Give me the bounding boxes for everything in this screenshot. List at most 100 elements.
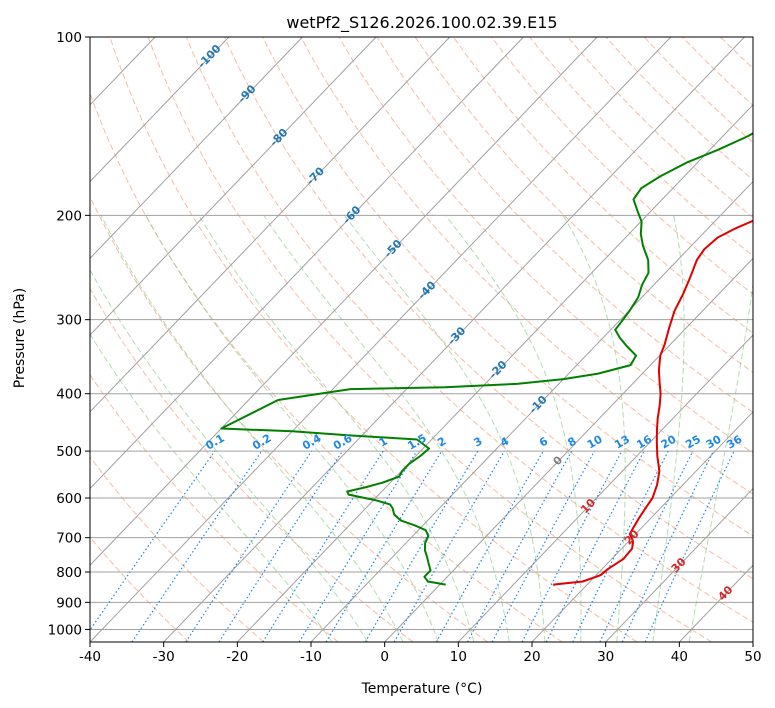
chart-title: wetPf2_S126.2026.100.02.39.E15 (286, 13, 557, 33)
data-lines (220, 132, 753, 586)
mixing-ratio-label: 16 (634, 432, 654, 451)
mixing-ratio-line (621, 450, 714, 642)
moist-adiabat-line (145, 215, 439, 642)
x-tick-label: 20 (523, 649, 540, 665)
moist-adiabat-line (90, 268, 369, 642)
moist-adiabat-line (652, 215, 685, 642)
dewpoint-profile (220, 132, 753, 586)
y-tick-label: 500 (56, 444, 82, 460)
y-tick-label: 800 (56, 565, 82, 581)
mixing-ratio-label: 25 (683, 433, 703, 452)
dry-adiabat-line (491, 37, 753, 295)
y-tick-label: 900 (56, 595, 82, 611)
isotherm-line (236, 104, 753, 642)
isotherm-line (531, 411, 753, 642)
moist-adiabat-line (688, 280, 753, 642)
isotherm-line (90, 37, 303, 260)
dry-adiabat-line (147, 37, 712, 642)
x-tick-label: -30 (153, 649, 175, 665)
y-tick-label: 1000 (48, 622, 82, 638)
mixing-ratio-line (572, 450, 669, 642)
x-tick-label: -40 (79, 649, 101, 665)
y-tick-label: 100 (56, 30, 82, 46)
moist-adiabat-line (100, 215, 404, 642)
isotherm-line (457, 334, 753, 642)
dry-adiabat-line (300, 37, 753, 495)
dry-adiabat-line (109, 37, 638, 642)
mixing-ratio-line (545, 450, 645, 642)
isotherm-line (310, 180, 753, 642)
mixing-ratio-line (298, 450, 418, 642)
dry-adiabat-line (90, 287, 414, 642)
isotherm-line (90, 37, 230, 183)
isotherm-line (90, 37, 451, 413)
mixing-ratio-label: 3 (471, 435, 484, 450)
dry-adiabat-line (90, 536, 190, 642)
mixing-ratio-line (262, 450, 384, 642)
x-tick-label: 10 (450, 649, 467, 665)
x-tick-label: 50 (744, 649, 761, 665)
dry-adiabat-line (90, 195, 488, 642)
dry-adiabat-line (681, 37, 753, 106)
y-axis-label: Pressure (hPa) (12, 288, 28, 388)
background-lines (0, 37, 775, 642)
moist-adiabat-line (344, 215, 546, 642)
isotherm-line (163, 37, 745, 642)
isotherm-line (90, 37, 672, 642)
isotherm-line (0, 37, 8, 642)
x-tick-label: 0 (380, 649, 389, 665)
y-tick-label: 300 (56, 313, 82, 329)
mixing-ratio-label: 6 (537, 434, 550, 449)
dry-adiabat-line (720, 37, 753, 70)
dry-adiabat-line (567, 37, 753, 219)
moist-adiabat-line (263, 215, 510, 642)
mixing-ratio-label: 30 (704, 432, 724, 451)
moist-adiabat-line (198, 215, 475, 642)
mixing-ratio-label: 4 (498, 434, 511, 449)
mixing-ratio-label: 10 (585, 432, 605, 451)
mixing-ratio-label: 1.5 (405, 432, 428, 453)
mixing-ratio-line (90, 450, 216, 632)
mixing-ratio-label: 20 (659, 432, 679, 451)
x-tick-label: 40 (671, 649, 688, 665)
mixing-ratio-line (218, 450, 343, 642)
dry-adiabat-line (452, 37, 753, 334)
dry-adiabat-line (185, 37, 753, 623)
moist-adiabat-line (445, 214, 582, 642)
mixing-ratio-label: 0.1 (203, 432, 226, 453)
mixing-ratio-label: 2 (435, 435, 448, 450)
mixing-ratio-line (325, 450, 443, 642)
plot-frame (89, 36, 754, 643)
isotherm-line (605, 487, 753, 642)
x-tick-label: -20 (226, 649, 248, 665)
x-tick-label: -10 (300, 649, 322, 665)
isotherm-line (384, 257, 753, 642)
isotherm-line (90, 37, 524, 490)
x-tick-label: 30 (597, 649, 614, 665)
y-tick-label: 200 (56, 208, 82, 224)
isotherm-line (90, 37, 377, 336)
dry-adiabat-line (414, 37, 753, 374)
y-tick-label: 700 (56, 531, 82, 547)
x-axis-label: Temperature (°C) (361, 681, 483, 697)
dry-adiabat-line (759, 37, 775, 642)
temperature-profile (553, 219, 753, 586)
y-tick-label: 600 (56, 491, 82, 507)
mixing-ratio-line (131, 450, 263, 642)
y-tick-label: 400 (56, 387, 82, 403)
isotherm-line (752, 641, 753, 642)
dry-adiabat-line (605, 37, 753, 181)
mixing-ratio-label: 0.4 (300, 431, 324, 452)
mixing-ratio-line (466, 450, 573, 642)
mixing-ratio-line (364, 450, 479, 642)
mixing-ratio-label: 0.2 (250, 432, 273, 453)
moist-adiabat-line (562, 215, 626, 642)
mixing-ratio-line (491, 450, 596, 642)
mixing-ratio-label: 13 (612, 433, 632, 452)
axis-ticks: -40 -30 -20 -10 0 10 20 30 40 5010020030040050060… (48, 30, 762, 665)
mixing-ratio-line (185, 450, 313, 642)
dry-adiabat-line (90, 456, 264, 642)
mixing-ratio-line (435, 450, 544, 642)
dry-adiabat-line (90, 91, 563, 642)
